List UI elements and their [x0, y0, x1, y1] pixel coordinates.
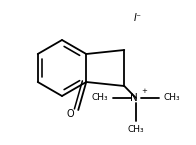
- Text: N: N: [130, 93, 138, 103]
- Text: CH₃: CH₃: [92, 94, 108, 103]
- Text: O: O: [66, 109, 74, 119]
- Text: CH₃: CH₃: [128, 126, 144, 135]
- Text: +: +: [141, 88, 147, 94]
- Text: CH₃: CH₃: [164, 94, 180, 103]
- Text: I⁻: I⁻: [134, 13, 142, 23]
